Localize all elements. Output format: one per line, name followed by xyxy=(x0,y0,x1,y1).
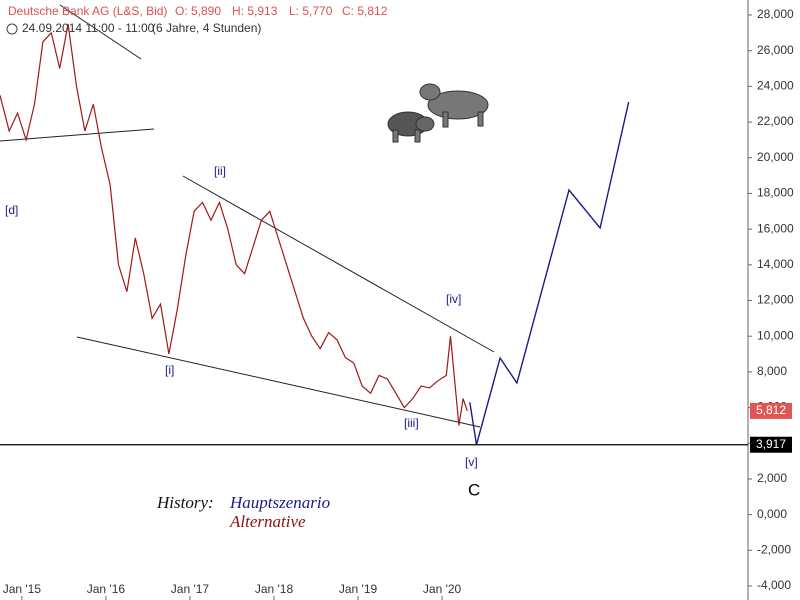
y-tick-label: 24,000 xyxy=(757,79,794,93)
x-tick-label: Jan '18 xyxy=(255,582,294,596)
price-label: 5,812 xyxy=(756,403,786,417)
y-tick-label: 28,000 xyxy=(757,7,794,21)
legend-entry: Alternative xyxy=(229,512,306,531)
bull-bear-icon xyxy=(387,83,489,143)
y-tick-label: -4,000 xyxy=(757,578,791,592)
x-tick-label: Jan '15 xyxy=(3,582,42,596)
y-tick-label: -2,000 xyxy=(757,542,791,556)
wave-label: [iv] xyxy=(446,292,461,306)
x-tick-label: Jan '19 xyxy=(339,582,378,596)
y-tick-label: 26,000 xyxy=(757,43,794,57)
clock-icon xyxy=(6,23,18,35)
trend-line xyxy=(76,336,481,428)
wave-label: [ii] xyxy=(214,164,226,178)
wave-label: [d] xyxy=(5,203,18,217)
close: C: 5,812 xyxy=(342,4,388,18)
wave-label: C xyxy=(468,480,480,499)
low: L: 5,770 xyxy=(289,4,333,18)
y-tick-label: 10,000 xyxy=(757,328,794,342)
wave-label: [v] xyxy=(465,455,478,469)
y-tick-label: 0,000 xyxy=(757,507,787,521)
y-tick-label: 14,000 xyxy=(757,257,794,271)
wave-label: [iii] xyxy=(404,416,419,430)
y-tick-label: 2,000 xyxy=(757,471,787,485)
x-tick-label: Jan '16 xyxy=(87,582,126,596)
y-tick-label: 22,000 xyxy=(757,114,794,128)
header: Deutsche Bank AG (L&S, Bid) O: 5,890 H: … xyxy=(6,4,388,35)
y-tick-label: 12,000 xyxy=(757,293,794,307)
series-line xyxy=(0,23,468,426)
chart-title: Deutsche Bank AG (L&S, Bid) xyxy=(8,4,167,18)
y-tick-label: 16,000 xyxy=(757,221,794,235)
wave-label: [i] xyxy=(165,363,174,377)
period: 24.09.2014 11:00 - 11:00 xyxy=(22,21,155,35)
price-label-box xyxy=(750,402,792,419)
x-tick-label: Jan '17 xyxy=(171,582,210,596)
y-tick-label: 8,000 xyxy=(757,364,787,378)
y-tick-label: 20,000 xyxy=(757,150,794,164)
open: O: 5,890 xyxy=(175,4,221,18)
trend-line xyxy=(182,175,495,353)
legend-entry: Hauptszenario xyxy=(229,493,330,512)
y-tick-label: 18,000 xyxy=(757,186,794,200)
x-tick-label: Jan '20 xyxy=(423,582,462,596)
trend-line xyxy=(59,4,142,60)
range: (6 Jahre, 4 Stunden) xyxy=(152,21,261,35)
high: H: 5,913 xyxy=(232,4,278,18)
legend-title: History: xyxy=(156,493,214,512)
price-label-box xyxy=(750,436,792,453)
price-label: 3,917 xyxy=(756,437,786,451)
